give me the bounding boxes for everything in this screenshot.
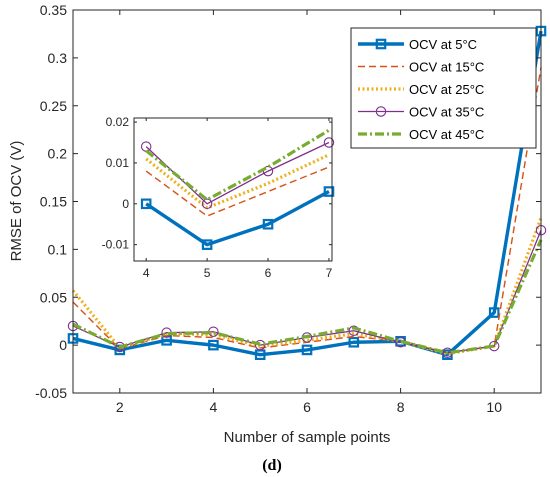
inset-x-tick-label-1: 5	[204, 266, 211, 280]
y-tick-label-7: 0.3	[48, 50, 68, 66]
series-line-0	[72, 30, 543, 357]
series-3-point-4	[254, 339, 266, 351]
figure-caption: (d)	[262, 457, 282, 474]
inset-y-tick-label-3: 0.02	[106, 115, 130, 129]
x-tick-label-1: 4	[210, 399, 218, 415]
x-tick-label-3: 8	[397, 399, 405, 415]
legend-label-0: OCV at 5°C	[409, 37, 477, 52]
inset-series-0-point-2	[262, 218, 274, 230]
main-axis-ticks: 2 4 6 8 10 -0.05 0 0.05 0.1 0.15 0.2 0.25 0.3 0.35	[35, 2, 541, 415]
inset-series-0-point-1	[201, 239, 213, 250]
inset-series-0-point-0	[140, 198, 152, 210]
y-tick-label-3: 0.1	[48, 241, 68, 257]
y-tick-label-4: 0.15	[40, 194, 67, 210]
inset-series-group	[140, 128, 335, 250]
legend-label-4: OCV at 45°C	[409, 127, 484, 142]
y-tick-label-0: -0.05	[35, 385, 67, 401]
inset-x-tick-label-2: 6	[265, 266, 272, 280]
series-0-point-9	[488, 307, 500, 318]
series-0-point-4	[254, 349, 266, 360]
inset-series-3-point-3	[323, 137, 335, 148]
series-0-point-3	[208, 339, 219, 351]
inset-y-tick-label-1: 0	[122, 197, 129, 211]
legend-label-3: OCV at 35°C	[409, 105, 484, 120]
y-tick-label-8: 0.35	[40, 2, 67, 18]
inset-axis-ticks: 4 5 6 7 -0.01 0 0.01 0.02	[102, 115, 333, 280]
series-line-4	[72, 239, 543, 355]
main-series-group	[67, 25, 547, 360]
x-tick-label-2: 6	[303, 399, 311, 415]
inset-series-line-0	[145, 190, 330, 247]
y-tick-label-2: 0.05	[40, 289, 67, 305]
y-tick-label-1: 0	[59, 337, 67, 353]
series-0-point-5	[301, 344, 313, 356]
y-axis-title: RMSE of OCV (V)	[8, 141, 25, 262]
legend: OCV at 5°C OCV at 15°C OCV at 25°C OCV at 3…	[350, 27, 537, 149]
legend-label-1: OCV at 15°C	[409, 60, 484, 75]
inset-series-line-1	[145, 166, 330, 217]
x-tick-label-0: 2	[116, 399, 124, 415]
inset-y-tick-label-0: -0.01	[102, 238, 130, 252]
inset-series-line-4	[145, 128, 330, 202]
legend-marker-0	[375, 38, 387, 50]
inset-zoom-chart: 4 5 6 7 -0.01 0 0.01 0.02	[102, 115, 335, 280]
series-0-point-6	[348, 336, 360, 348]
legend-marker-3	[375, 106, 387, 117]
y-tick-label-5: 0.2	[48, 146, 68, 162]
x-tick-label-4: 10	[486, 399, 502, 415]
inset-y-tick-label-2: 0.01	[106, 156, 130, 170]
y-tick-label-6: 0.25	[40, 98, 67, 114]
legend-label-2: OCV at 25°C	[409, 82, 484, 97]
x-axis-title: Number of sample points	[224, 429, 391, 446]
inset-frame	[133, 117, 333, 262]
inset-series-3-point-1	[201, 198, 213, 210]
inset-series-0-point-3	[323, 186, 335, 197]
inset-x-tick-label-3: 7	[326, 266, 333, 280]
inset-x-tick-label-0: 4	[143, 266, 150, 280]
